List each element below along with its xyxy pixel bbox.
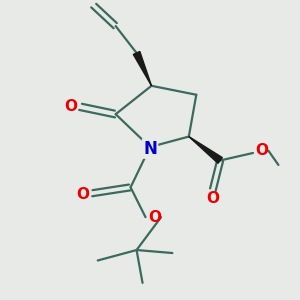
Text: O: O [76, 187, 89, 202]
Text: O: O [64, 99, 77, 114]
Text: O: O [206, 191, 219, 206]
Text: O: O [148, 210, 161, 225]
Polygon shape [189, 136, 222, 163]
Polygon shape [133, 52, 152, 86]
Text: N: N [143, 140, 157, 158]
Text: O: O [256, 143, 268, 158]
